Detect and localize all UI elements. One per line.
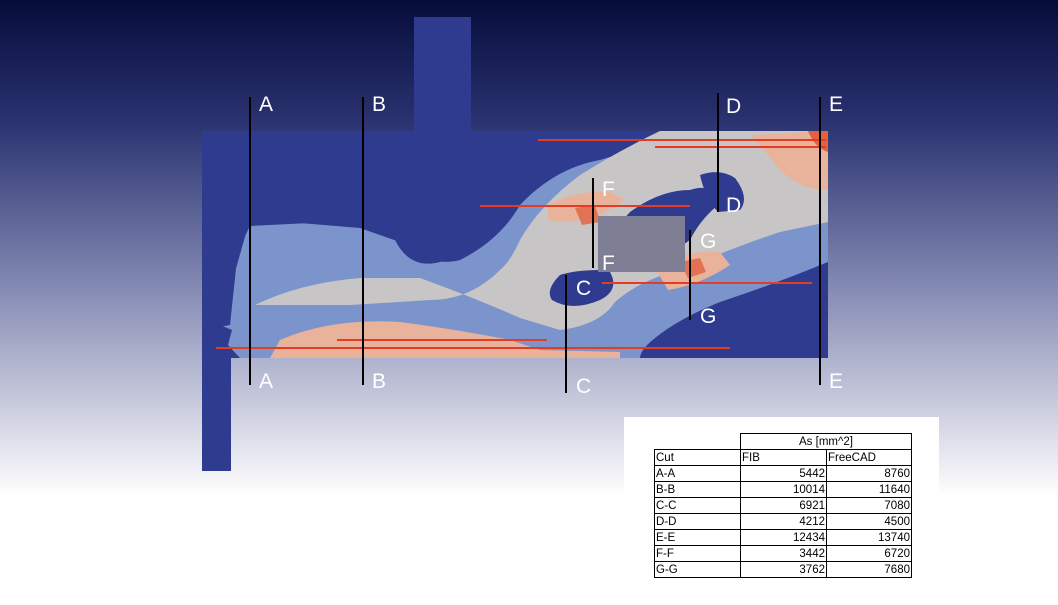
cut-label-e-bottom: E	[829, 370, 843, 393]
rebar-lines	[216, 139, 826, 349]
cut-label-d-top: D	[726, 95, 741, 118]
cell-cut: B-B	[654, 481, 741, 498]
cut-label-d-bottom: D	[726, 194, 741, 217]
as-group-header: As [mm^2]	[740, 433, 912, 450]
cell-freecad: 13740	[826, 529, 912, 546]
cut-label-c-top: C	[576, 277, 591, 300]
stress-contour-mid	[255, 131, 828, 330]
cut-label-g-bottom: G	[700, 305, 716, 328]
cut-labels: A A B B C C D D E E F F G G	[259, 93, 843, 398]
table-row: A-A 5442 8760	[654, 465, 912, 482]
cut-label-b-bottom: B	[372, 370, 386, 393]
cut-label-b-top: B	[372, 93, 386, 116]
stress-peak-hole-right	[680, 258, 706, 278]
cell-fib: 6921	[740, 497, 827, 514]
stress-contour-high-upper	[750, 131, 828, 190]
low-stress-right-lower	[640, 262, 828, 358]
cell-fib: 5442	[740, 465, 827, 482]
table-row: B-B 10014 11640	[654, 481, 912, 498]
table-row: C-C 6921 7080	[654, 497, 912, 514]
cut-label-e-top: E	[829, 93, 843, 116]
table-row: F-F 3442 6720	[654, 545, 912, 562]
left-leg	[202, 350, 231, 471]
cell-freecad: 7680	[826, 561, 912, 578]
table-row: D-D 4212 4500	[654, 513, 912, 530]
table-header-row: Cut FIB FreeCAD	[654, 449, 912, 466]
cell-freecad: 8760	[826, 465, 912, 482]
cut-label-f-top: F	[602, 178, 615, 201]
cell-cut: C-C	[654, 497, 741, 514]
cut-label-a-bottom: A	[259, 370, 273, 393]
cell-cut: E-E	[654, 529, 741, 546]
cut-label-a-top: A	[259, 93, 273, 116]
cell-freecad: 6720	[826, 545, 912, 562]
header-cut: Cut	[654, 449, 741, 466]
cell-fib: 4212	[740, 513, 827, 530]
header-fib: FIB	[740, 449, 827, 466]
cell-fib: 3762	[740, 561, 827, 578]
cell-fib: 12434	[740, 529, 827, 546]
cell-fib: 3442	[740, 545, 827, 562]
table-row: E-E 12434 13740	[654, 529, 912, 546]
opening-hole	[598, 216, 685, 272]
cut-lines	[249, 93, 821, 393]
as-comparison-table: As [mm^2] Cut FIB FreeCAD A-A 5442 8760 …	[654, 433, 912, 578]
cut-label-f-bottom: F	[602, 252, 615, 275]
cell-freecad: 11640	[826, 481, 912, 498]
cell-cut: D-D	[654, 513, 741, 530]
cell-freecad: 4500	[826, 513, 912, 530]
results-table-panel: As [mm^2] Cut FIB FreeCAD A-A 5442 8760 …	[624, 417, 939, 605]
cell-cut: F-F	[654, 545, 741, 562]
table-row: G-G 3762 7680	[654, 561, 912, 578]
header-freecad: FreeCAD	[826, 449, 912, 466]
cell-cut: G-G	[654, 561, 741, 578]
cell-fib: 10014	[740, 481, 827, 498]
cell-freecad: 7080	[826, 497, 912, 514]
cut-label-g-top: G	[700, 230, 716, 253]
cell-cut: A-A	[654, 465, 741, 482]
cut-label-c-bottom: C	[576, 375, 591, 398]
concrete-plate-model	[202, 17, 828, 471]
top-column	[414, 17, 471, 132]
low-stress-top-right	[700, 172, 744, 212]
low-stress-top-left	[202, 131, 540, 330]
table-group-header-row: As [mm^2]	[655, 433, 912, 450]
